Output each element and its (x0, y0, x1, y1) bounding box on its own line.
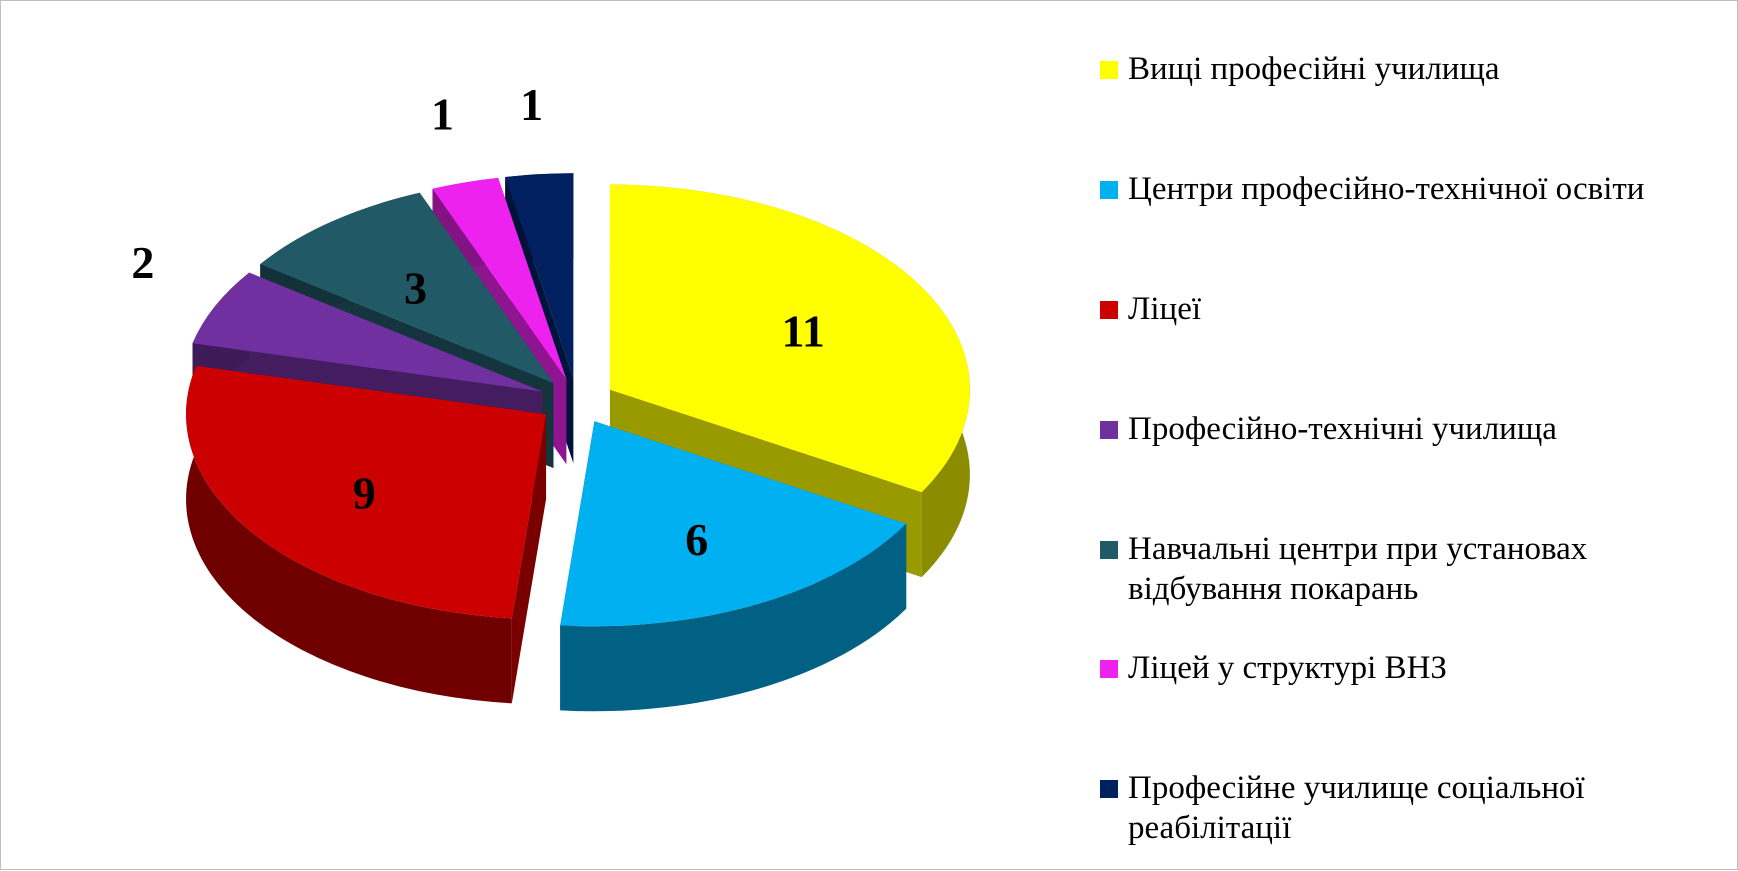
legend-label: Навчальні центри при установах відбуванн… (1128, 531, 1588, 607)
slice (505, 173, 574, 379)
legend-item: Навчальні центри при установах відбуванн… (1100, 529, 1720, 609)
slice (432, 177, 567, 380)
legend-swatch (1100, 421, 1118, 439)
legend-label: Ліцеї (1128, 291, 1202, 327)
legend-item: Ліцей у структурі ВНЗ (1100, 648, 1720, 688)
legend-swatch (1100, 780, 1118, 798)
data-label: 11 (781, 306, 824, 357)
slice (560, 421, 907, 712)
legend-label: Центри професійно-технічної освіти (1128, 171, 1645, 207)
legend-item: Професійне училище соціальної реабілітац… (1100, 768, 1720, 848)
legend-label: Професійно-технічні училища (1128, 411, 1557, 447)
slice-side (186, 365, 512, 704)
data-label: 9 (353, 468, 376, 519)
data-label: 6 (685, 514, 708, 565)
legend-item: Центри професійно-технічної освіти (1100, 169, 1720, 209)
data-label: 2 (131, 237, 154, 288)
legend-item: Професійно-технічні училища (1100, 409, 1720, 449)
legend-label: Вищі професійні училища (1128, 51, 1500, 87)
slice (186, 365, 547, 619)
legend-label: Ліцей у структурі ВНЗ (1128, 650, 1447, 686)
data-label: 1 (520, 79, 543, 130)
legend-label: Професійне училище соціальної реабілітац… (1128, 770, 1585, 846)
slice (609, 184, 970, 493)
data-label: 1 (431, 89, 454, 140)
legend-swatch (1100, 181, 1118, 199)
legend-item: Ліцеї (1100, 289, 1720, 329)
slice (186, 365, 547, 704)
slice (560, 421, 907, 627)
data-label: 3 (404, 263, 427, 314)
legend-swatch (1100, 660, 1118, 678)
legend-swatch (1100, 301, 1118, 319)
slice-side (560, 523, 907, 712)
slice (192, 272, 543, 392)
legend-item: Вищі професійні училища (1100, 49, 1720, 89)
slice (260, 192, 554, 384)
legend-swatch (1100, 541, 1118, 559)
legend-swatch (1100, 61, 1118, 79)
